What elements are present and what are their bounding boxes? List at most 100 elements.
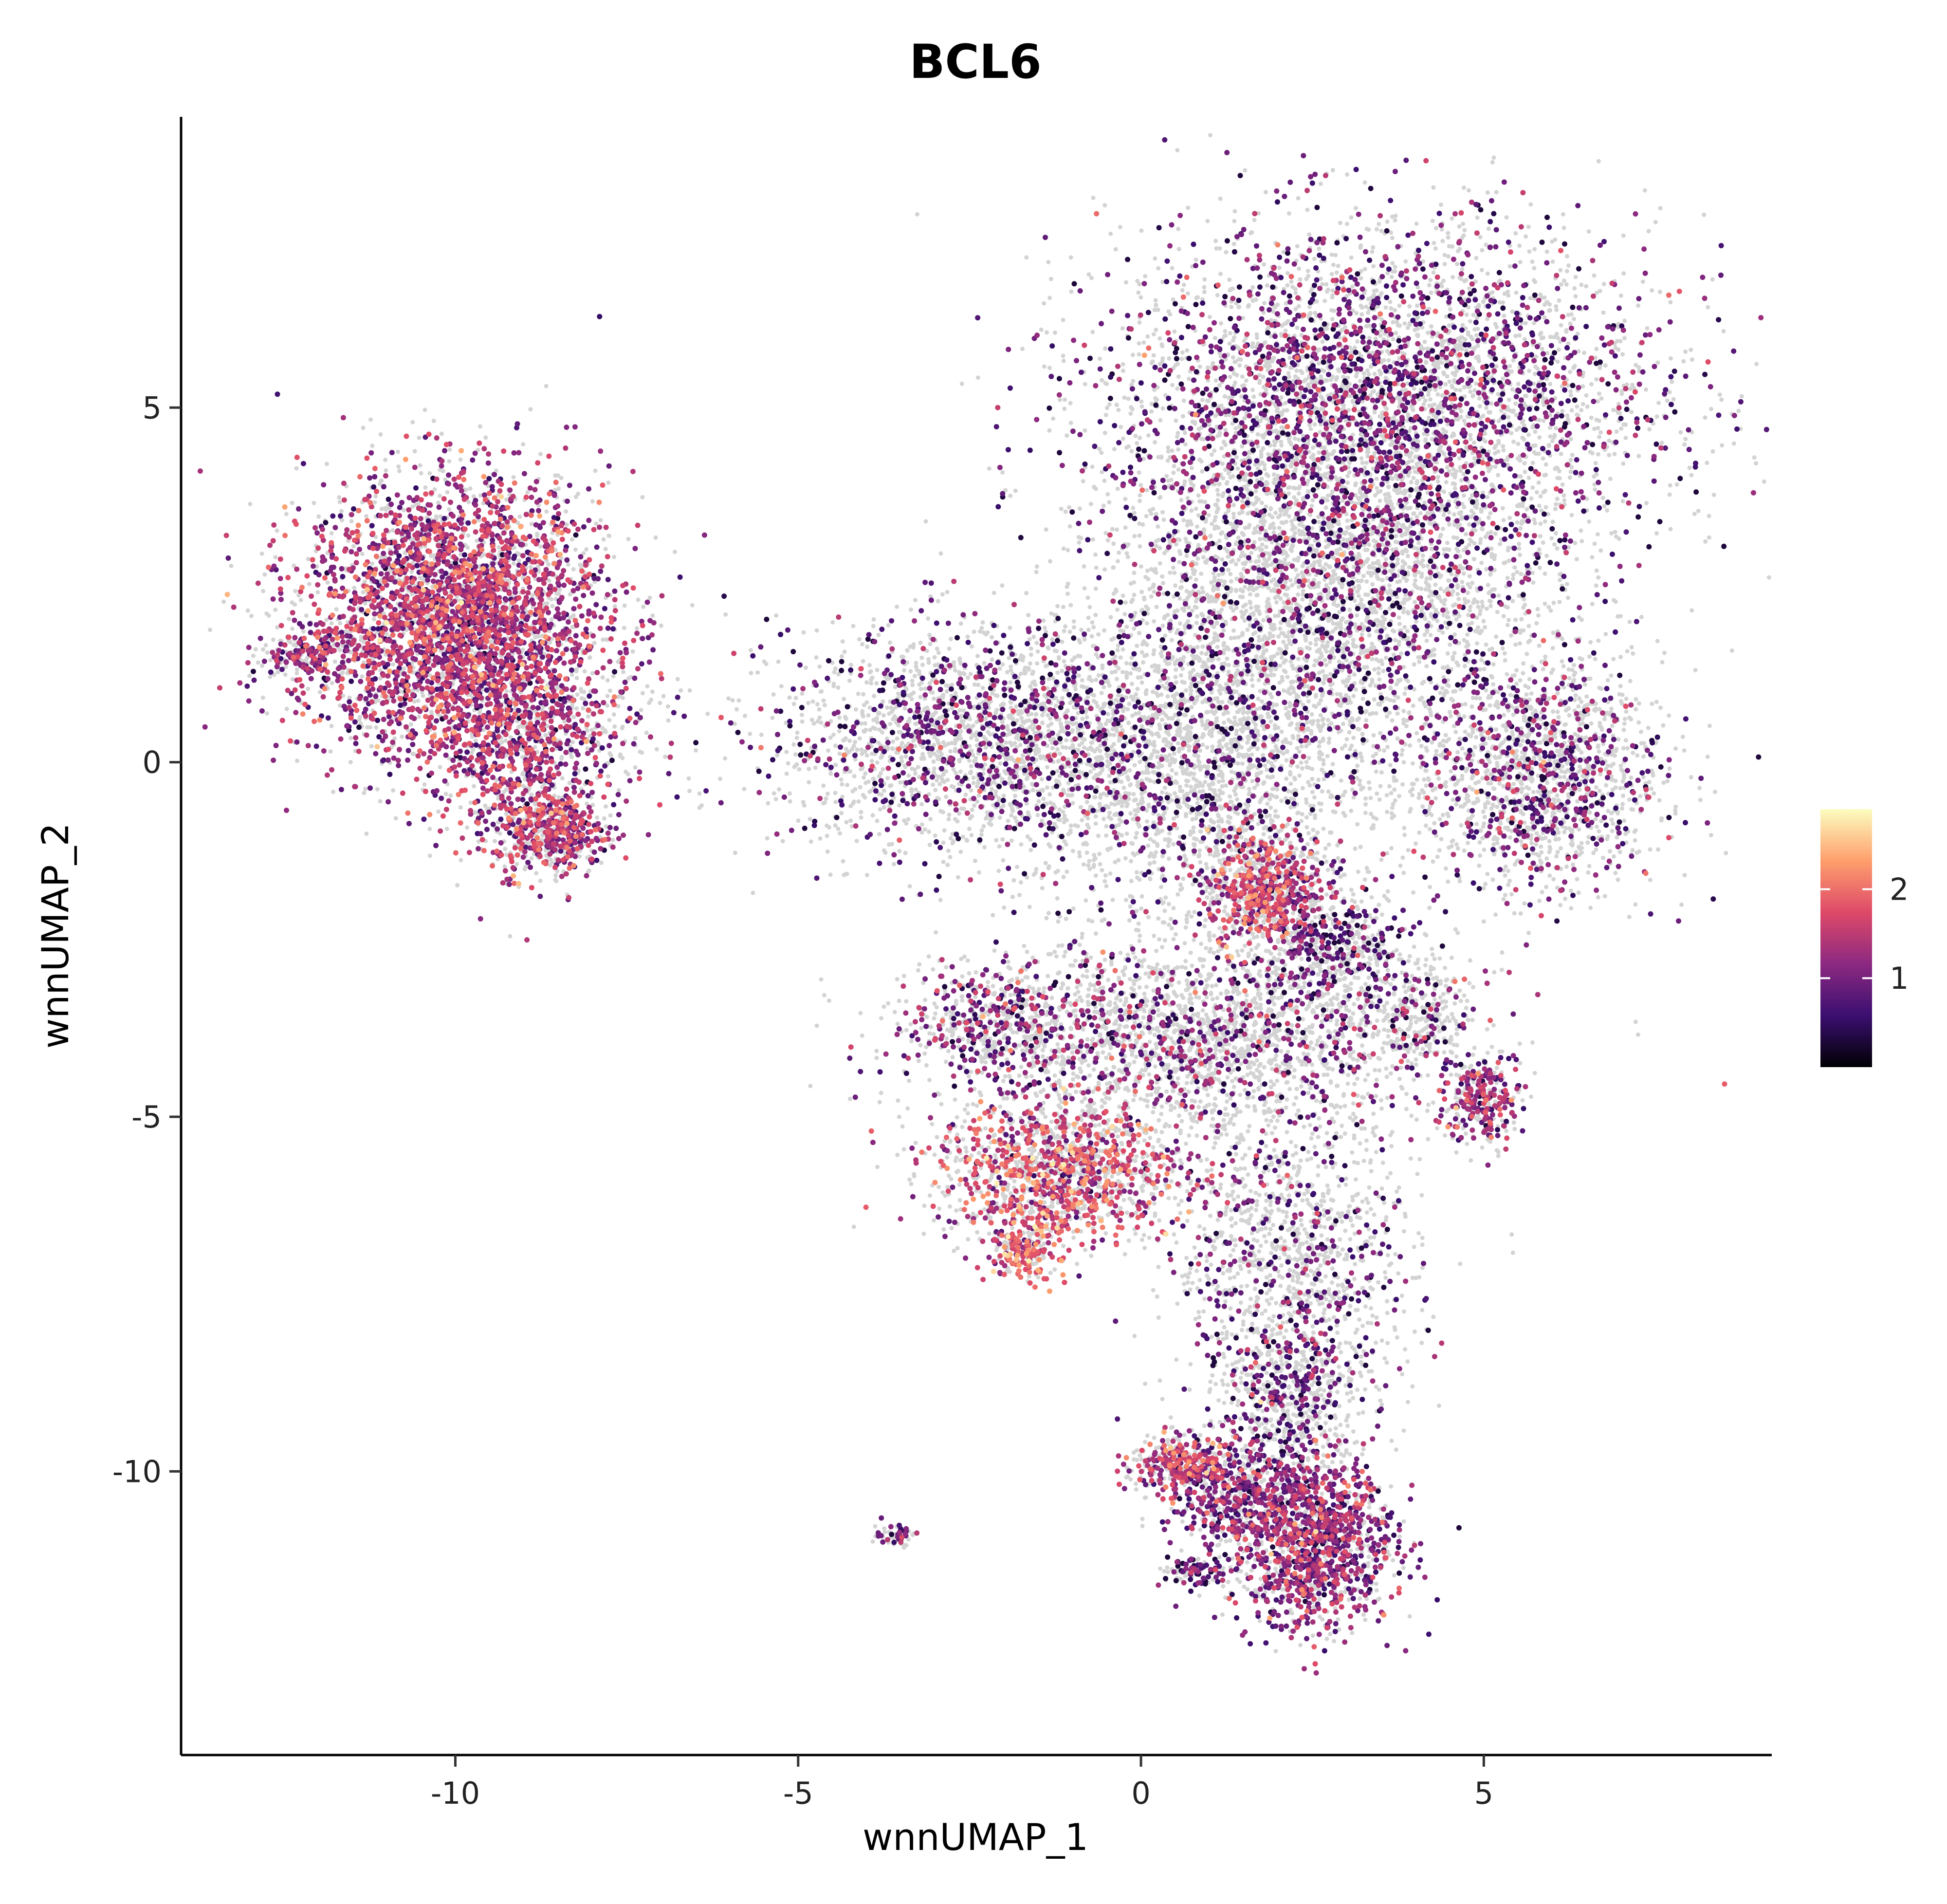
cell-point bbox=[1589, 415, 1594, 420]
cell-point bbox=[1543, 472, 1548, 477]
cell-point bbox=[647, 701, 652, 705]
cell-point bbox=[612, 604, 617, 609]
cell-point bbox=[1139, 295, 1143, 300]
cell-point bbox=[1594, 347, 1599, 351]
cell-point bbox=[481, 501, 486, 506]
cell-point bbox=[443, 477, 448, 482]
cell-point bbox=[1020, 347, 1025, 351]
cell-point bbox=[1285, 283, 1290, 288]
cell-point bbox=[923, 519, 928, 524]
cell-point bbox=[287, 617, 292, 621]
cell-point bbox=[1564, 282, 1569, 287]
cell-point bbox=[538, 878, 543, 883]
cell-point bbox=[1219, 446, 1224, 451]
cell-point bbox=[1440, 360, 1444, 365]
cell-point bbox=[1154, 328, 1158, 333]
cell-point bbox=[1467, 522, 1471, 527]
cell-point bbox=[1185, 348, 1190, 353]
cell-point bbox=[1594, 377, 1599, 382]
cell-point bbox=[567, 780, 572, 785]
cell-point bbox=[392, 736, 397, 741]
cell-point bbox=[1717, 392, 1722, 397]
cell-point bbox=[288, 640, 293, 645]
cell-point bbox=[1584, 393, 1589, 398]
cell-point bbox=[1585, 404, 1590, 409]
cell-point bbox=[508, 934, 513, 939]
cell-point bbox=[1253, 489, 1258, 494]
cell-point bbox=[1476, 303, 1481, 308]
cell-point bbox=[304, 613, 309, 618]
cell-point bbox=[1467, 188, 1471, 193]
cell-point bbox=[1622, 318, 1627, 323]
cell-point bbox=[1670, 379, 1674, 384]
cell-point bbox=[1513, 231, 1518, 236]
cell-point bbox=[330, 681, 334, 685]
cell-point bbox=[378, 432, 383, 437]
cell-point bbox=[352, 586, 357, 590]
cell-point bbox=[360, 674, 365, 679]
cell-point bbox=[1336, 367, 1341, 372]
cell-point bbox=[1569, 408, 1574, 413]
cell-point bbox=[1629, 409, 1634, 414]
cell-point bbox=[1711, 493, 1716, 497]
cell-point bbox=[1107, 402, 1112, 407]
cell-point bbox=[1378, 489, 1383, 494]
cell-point bbox=[1739, 394, 1744, 399]
cell-point bbox=[1603, 363, 1608, 368]
cell-point bbox=[1330, 167, 1335, 172]
cell-point bbox=[1318, 182, 1323, 186]
cell-point bbox=[1573, 275, 1578, 279]
cell-point bbox=[570, 625, 575, 629]
cell-point bbox=[633, 736, 638, 740]
cell-point bbox=[417, 435, 422, 440]
cell-point bbox=[264, 711, 269, 716]
cell-point bbox=[1607, 453, 1612, 458]
cell-point bbox=[379, 506, 384, 511]
cell-point bbox=[1568, 393, 1573, 398]
cell-point bbox=[477, 710, 482, 715]
cell-point bbox=[553, 473, 557, 478]
cell-point bbox=[1472, 440, 1476, 445]
cell-point bbox=[1141, 340, 1146, 345]
cell-point bbox=[276, 670, 280, 675]
cell-point bbox=[1671, 397, 1676, 402]
cell-point bbox=[570, 740, 575, 744]
cell-point bbox=[1405, 325, 1410, 330]
cell-point bbox=[1354, 205, 1358, 210]
cell-point bbox=[1510, 309, 1515, 314]
cell-point bbox=[1429, 403, 1434, 408]
cell-point bbox=[612, 724, 617, 729]
cell-point bbox=[1100, 470, 1104, 475]
cell-point bbox=[374, 725, 379, 730]
cell-point bbox=[1196, 493, 1201, 498]
cell-point bbox=[1272, 439, 1277, 444]
cell-point bbox=[1494, 190, 1499, 195]
cell-point bbox=[592, 641, 597, 646]
cell-point bbox=[1194, 258, 1198, 262]
cell-point bbox=[1541, 418, 1546, 423]
cell-point bbox=[1175, 434, 1179, 439]
cell-point bbox=[427, 827, 432, 832]
cell-point bbox=[1561, 278, 1566, 283]
cell-point bbox=[644, 730, 649, 735]
cell-point bbox=[1273, 511, 1278, 515]
cell-point bbox=[1407, 304, 1412, 309]
chart-title: BCL6 bbox=[909, 35, 1042, 89]
cell-point bbox=[1579, 408, 1584, 412]
cell-point bbox=[553, 873, 558, 878]
cell-point bbox=[1167, 356, 1172, 361]
cell-point bbox=[1573, 294, 1578, 298]
cell-point bbox=[245, 608, 250, 613]
cell-point bbox=[260, 695, 265, 700]
cell-point bbox=[607, 688, 612, 693]
cell-point bbox=[361, 425, 366, 430]
cell-point bbox=[1393, 308, 1397, 313]
cell-point bbox=[1223, 427, 1228, 432]
cell-point bbox=[564, 522, 569, 527]
cell-point bbox=[471, 494, 476, 499]
cell-point bbox=[408, 722, 413, 727]
cell-point bbox=[504, 497, 509, 502]
cell-point bbox=[571, 715, 576, 720]
cell-point bbox=[438, 494, 442, 498]
